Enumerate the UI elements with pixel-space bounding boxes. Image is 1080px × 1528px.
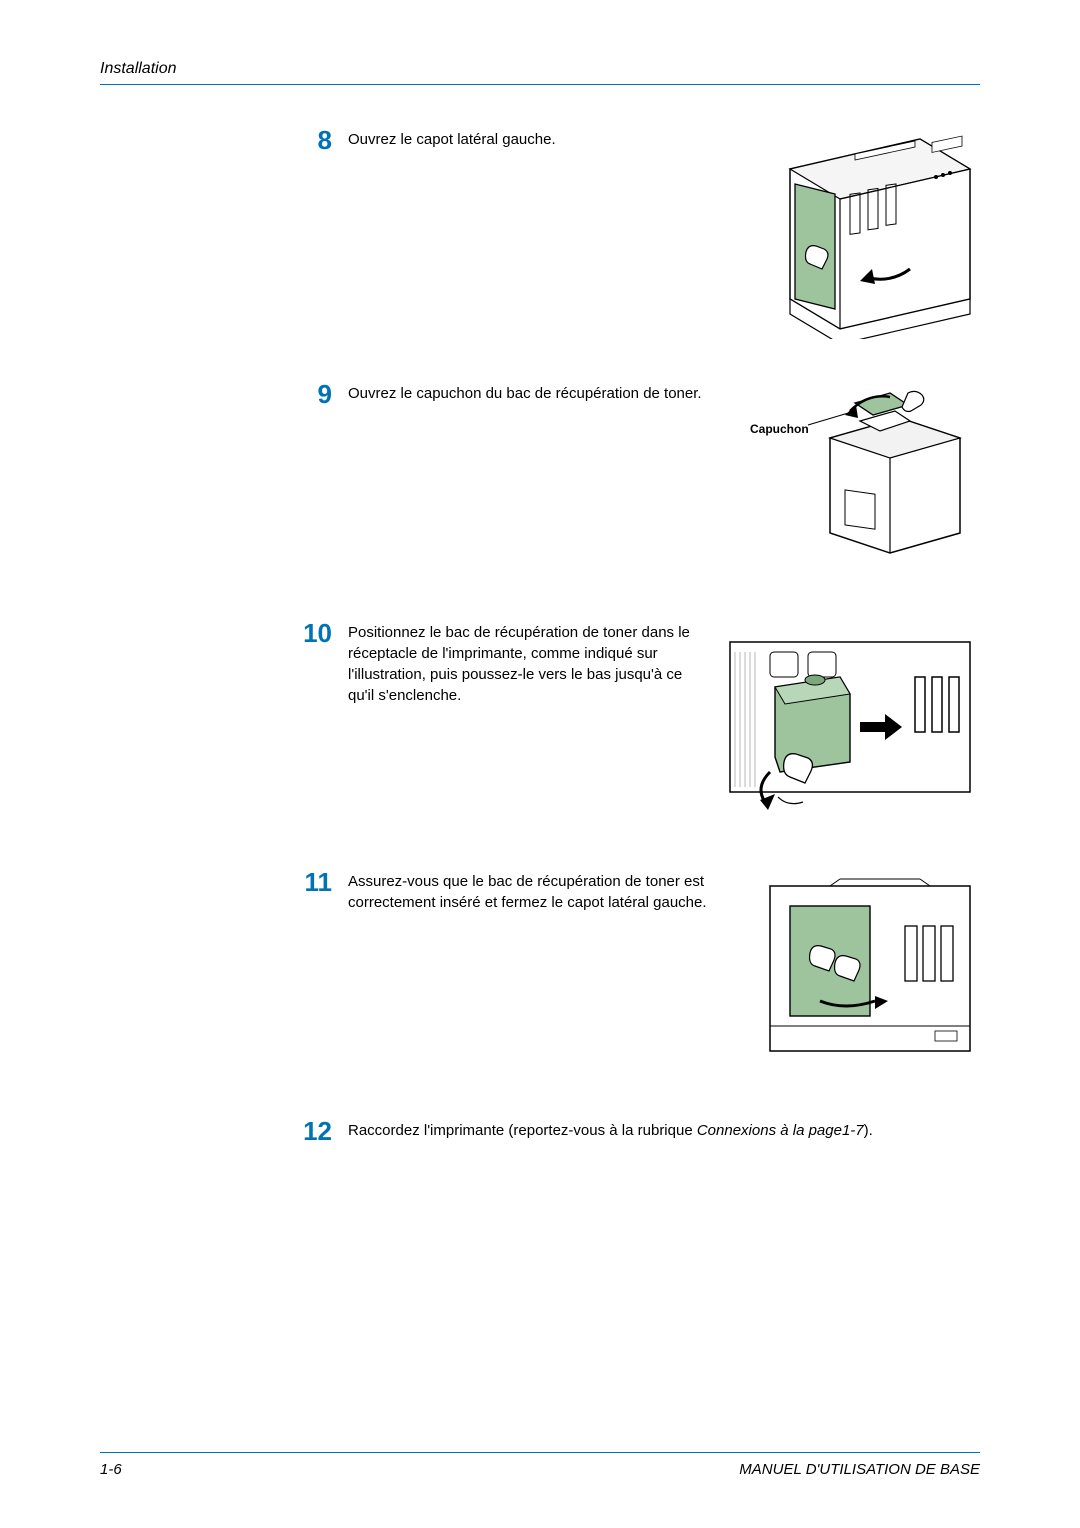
figure-printer-open-side: [760, 129, 980, 339]
step-9: 9 Ouvrez le capuchon du bac de récupérat…: [300, 379, 980, 558]
step-text-prefix: Raccordez l'imprimante (reportez-vous à …: [348, 1122, 697, 1139]
step-text-italic-ref: Connexions à la page1-7: [697, 1122, 864, 1139]
manual-title: MANUEL D'UTILISATION DE BASE: [739, 1461, 980, 1478]
step-body: Positionnez le bac de récupération de to…: [348, 618, 980, 812]
step-10: 10 Positionnez le bac de récupération de…: [300, 618, 980, 812]
step-text: Ouvrez le capuchon du bac de récupératio…: [348, 383, 760, 404]
figure-insert-waste-box: [720, 622, 980, 812]
manual-page: Installation 8 Ouvrez le capot latéral g…: [0, 0, 1080, 1528]
section-title: Installation: [100, 60, 177, 77]
step-number: 9: [300, 379, 348, 410]
step-number: 12: [300, 1116, 348, 1147]
step-body: Raccordez l'imprimante (reportez-vous à …: [348, 1116, 980, 1141]
section-header: Installation: [100, 60, 980, 85]
step-number: 11: [300, 867, 348, 898]
caption-capuchon: Capuchon: [750, 421, 809, 438]
step-number: 10: [300, 618, 348, 649]
step-body: Assurez-vous que le bac de récupération …: [348, 867, 980, 1071]
step-11: 11 Assurez-vous que le bac de récupérati…: [300, 867, 980, 1071]
step-text: Assurez-vous que le bac de récupération …: [348, 871, 760, 913]
step-body: Ouvrez le capot latéral gauche.: [348, 125, 980, 339]
step-8: 8 Ouvrez le capot latéral gauche.: [300, 125, 980, 339]
step-text: Ouvrez le capot latéral gauche.: [348, 129, 760, 150]
step-12: 12 Raccordez l'imprimante (reportez-vous…: [300, 1116, 980, 1147]
step-text: Positionnez le bac de récupération de to…: [348, 622, 720, 706]
step-text: Raccordez l'imprimante (reportez-vous à …: [348, 1120, 980, 1141]
figure-close-side-cover: [760, 871, 980, 1071]
step-text-suffix: ).: [864, 1122, 873, 1139]
step-body: Ouvrez le capuchon du bac de récupératio…: [348, 379, 980, 558]
figure-waste-toner-box: Capuchon: [760, 383, 980, 558]
page-number: 1-6: [100, 1461, 122, 1478]
page-footer: 1-6 MANUEL D'UTILISATION DE BASE: [100, 1452, 980, 1478]
steps-list: 8 Ouvrez le capot latéral gauche.: [300, 125, 980, 1147]
step-number: 8: [300, 125, 348, 156]
